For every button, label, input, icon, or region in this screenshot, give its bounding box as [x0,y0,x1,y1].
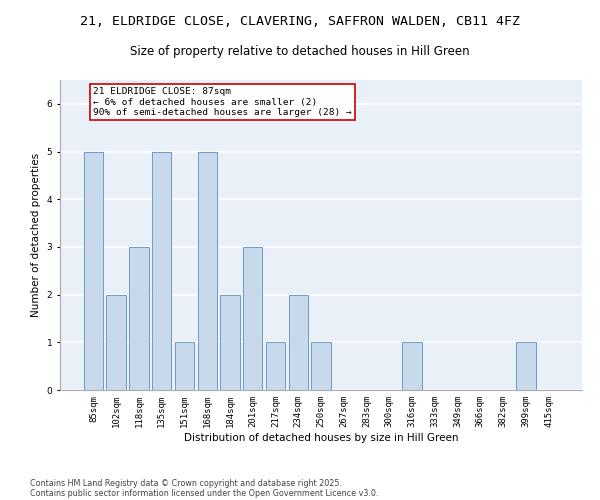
X-axis label: Distribution of detached houses by size in Hill Green: Distribution of detached houses by size … [184,432,458,442]
Bar [311,342,331,390]
Bar [289,294,308,390]
Bar [175,342,194,390]
Bar [403,342,422,390]
Y-axis label: Number of detached properties: Number of detached properties [31,153,41,317]
Bar [129,247,149,390]
Bar [84,152,103,390]
Bar [266,342,285,390]
Text: Contains HM Land Registry data © Crown copyright and database right 2025.: Contains HM Land Registry data © Crown c… [30,478,342,488]
Text: 21, ELDRIDGE CLOSE, CLAVERING, SAFFRON WALDEN, CB11 4FZ: 21, ELDRIDGE CLOSE, CLAVERING, SAFFRON W… [80,15,520,28]
Text: Contains public sector information licensed under the Open Government Licence v3: Contains public sector information licen… [30,488,379,498]
Text: Size of property relative to detached houses in Hill Green: Size of property relative to detached ho… [130,45,470,58]
Text: 21 ELDRIDGE CLOSE: 87sqm
← 6% of detached houses are smaller (2)
90% of semi-det: 21 ELDRIDGE CLOSE: 87sqm ← 6% of detache… [94,87,352,117]
Bar [220,294,239,390]
Bar [152,152,172,390]
Bar [106,294,126,390]
Bar [243,247,262,390]
Bar [516,342,536,390]
Bar [197,152,217,390]
